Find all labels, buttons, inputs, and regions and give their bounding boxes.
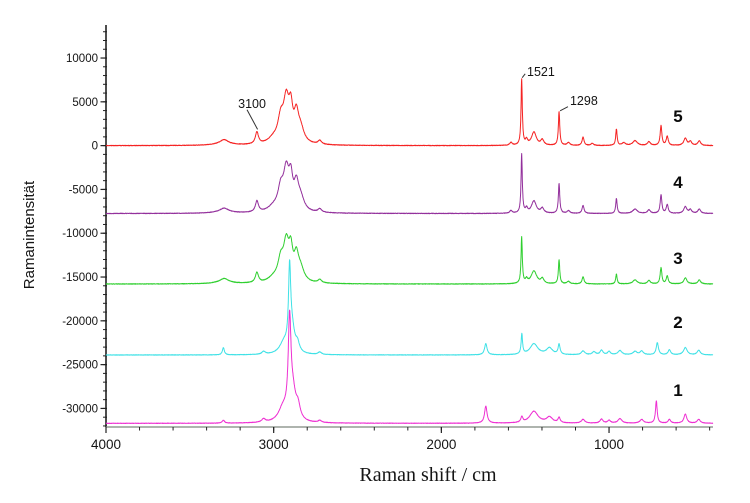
- series-label-1: 1: [673, 381, 682, 400]
- spectrum-5: [105, 78, 714, 147]
- y-tick-label: 5000: [72, 97, 98, 109]
- x-tick-label: 2000: [426, 437, 456, 452]
- series-label-4: 4: [673, 173, 683, 192]
- y-tick-label: -20000: [62, 316, 98, 328]
- y-tick-label: -25000: [62, 360, 98, 372]
- y-tick-label: -15000: [62, 272, 98, 284]
- x-axis-title: Raman shift / cm: [359, 464, 497, 486]
- series-label-5: 5: [673, 107, 682, 126]
- peak-annotation-1521: 1521: [527, 65, 555, 79]
- series-label-3: 3: [673, 249, 682, 268]
- x-tick-label: 4000: [91, 437, 121, 452]
- y-tick-label: -10000: [62, 228, 98, 240]
- spectrum-2: [105, 259, 714, 356]
- spectrum-1: [105, 309, 714, 424]
- annotation-leader-1521: [521, 73, 526, 79]
- x-tick-label: 1000: [594, 437, 624, 452]
- y-tick-label: 10000: [66, 53, 98, 65]
- x-tick-label: 3000: [259, 437, 289, 452]
- y-tick-label: 0: [92, 141, 98, 153]
- annotation-leader-1298: [559, 106, 569, 112]
- y-tick-label: -30000: [62, 403, 98, 415]
- annotation-leader-3100: [246, 109, 259, 130]
- peak-annotation-3100: 3100: [238, 97, 266, 111]
- y-axis-title: Ramanintensität: [21, 180, 38, 290]
- spectrum-3: [105, 233, 714, 285]
- peak-annotation-1298: 1298: [570, 94, 598, 108]
- series-label-2: 2: [673, 313, 682, 332]
- y-tick-label: -5000: [69, 184, 98, 196]
- spectrum-4: [105, 153, 714, 215]
